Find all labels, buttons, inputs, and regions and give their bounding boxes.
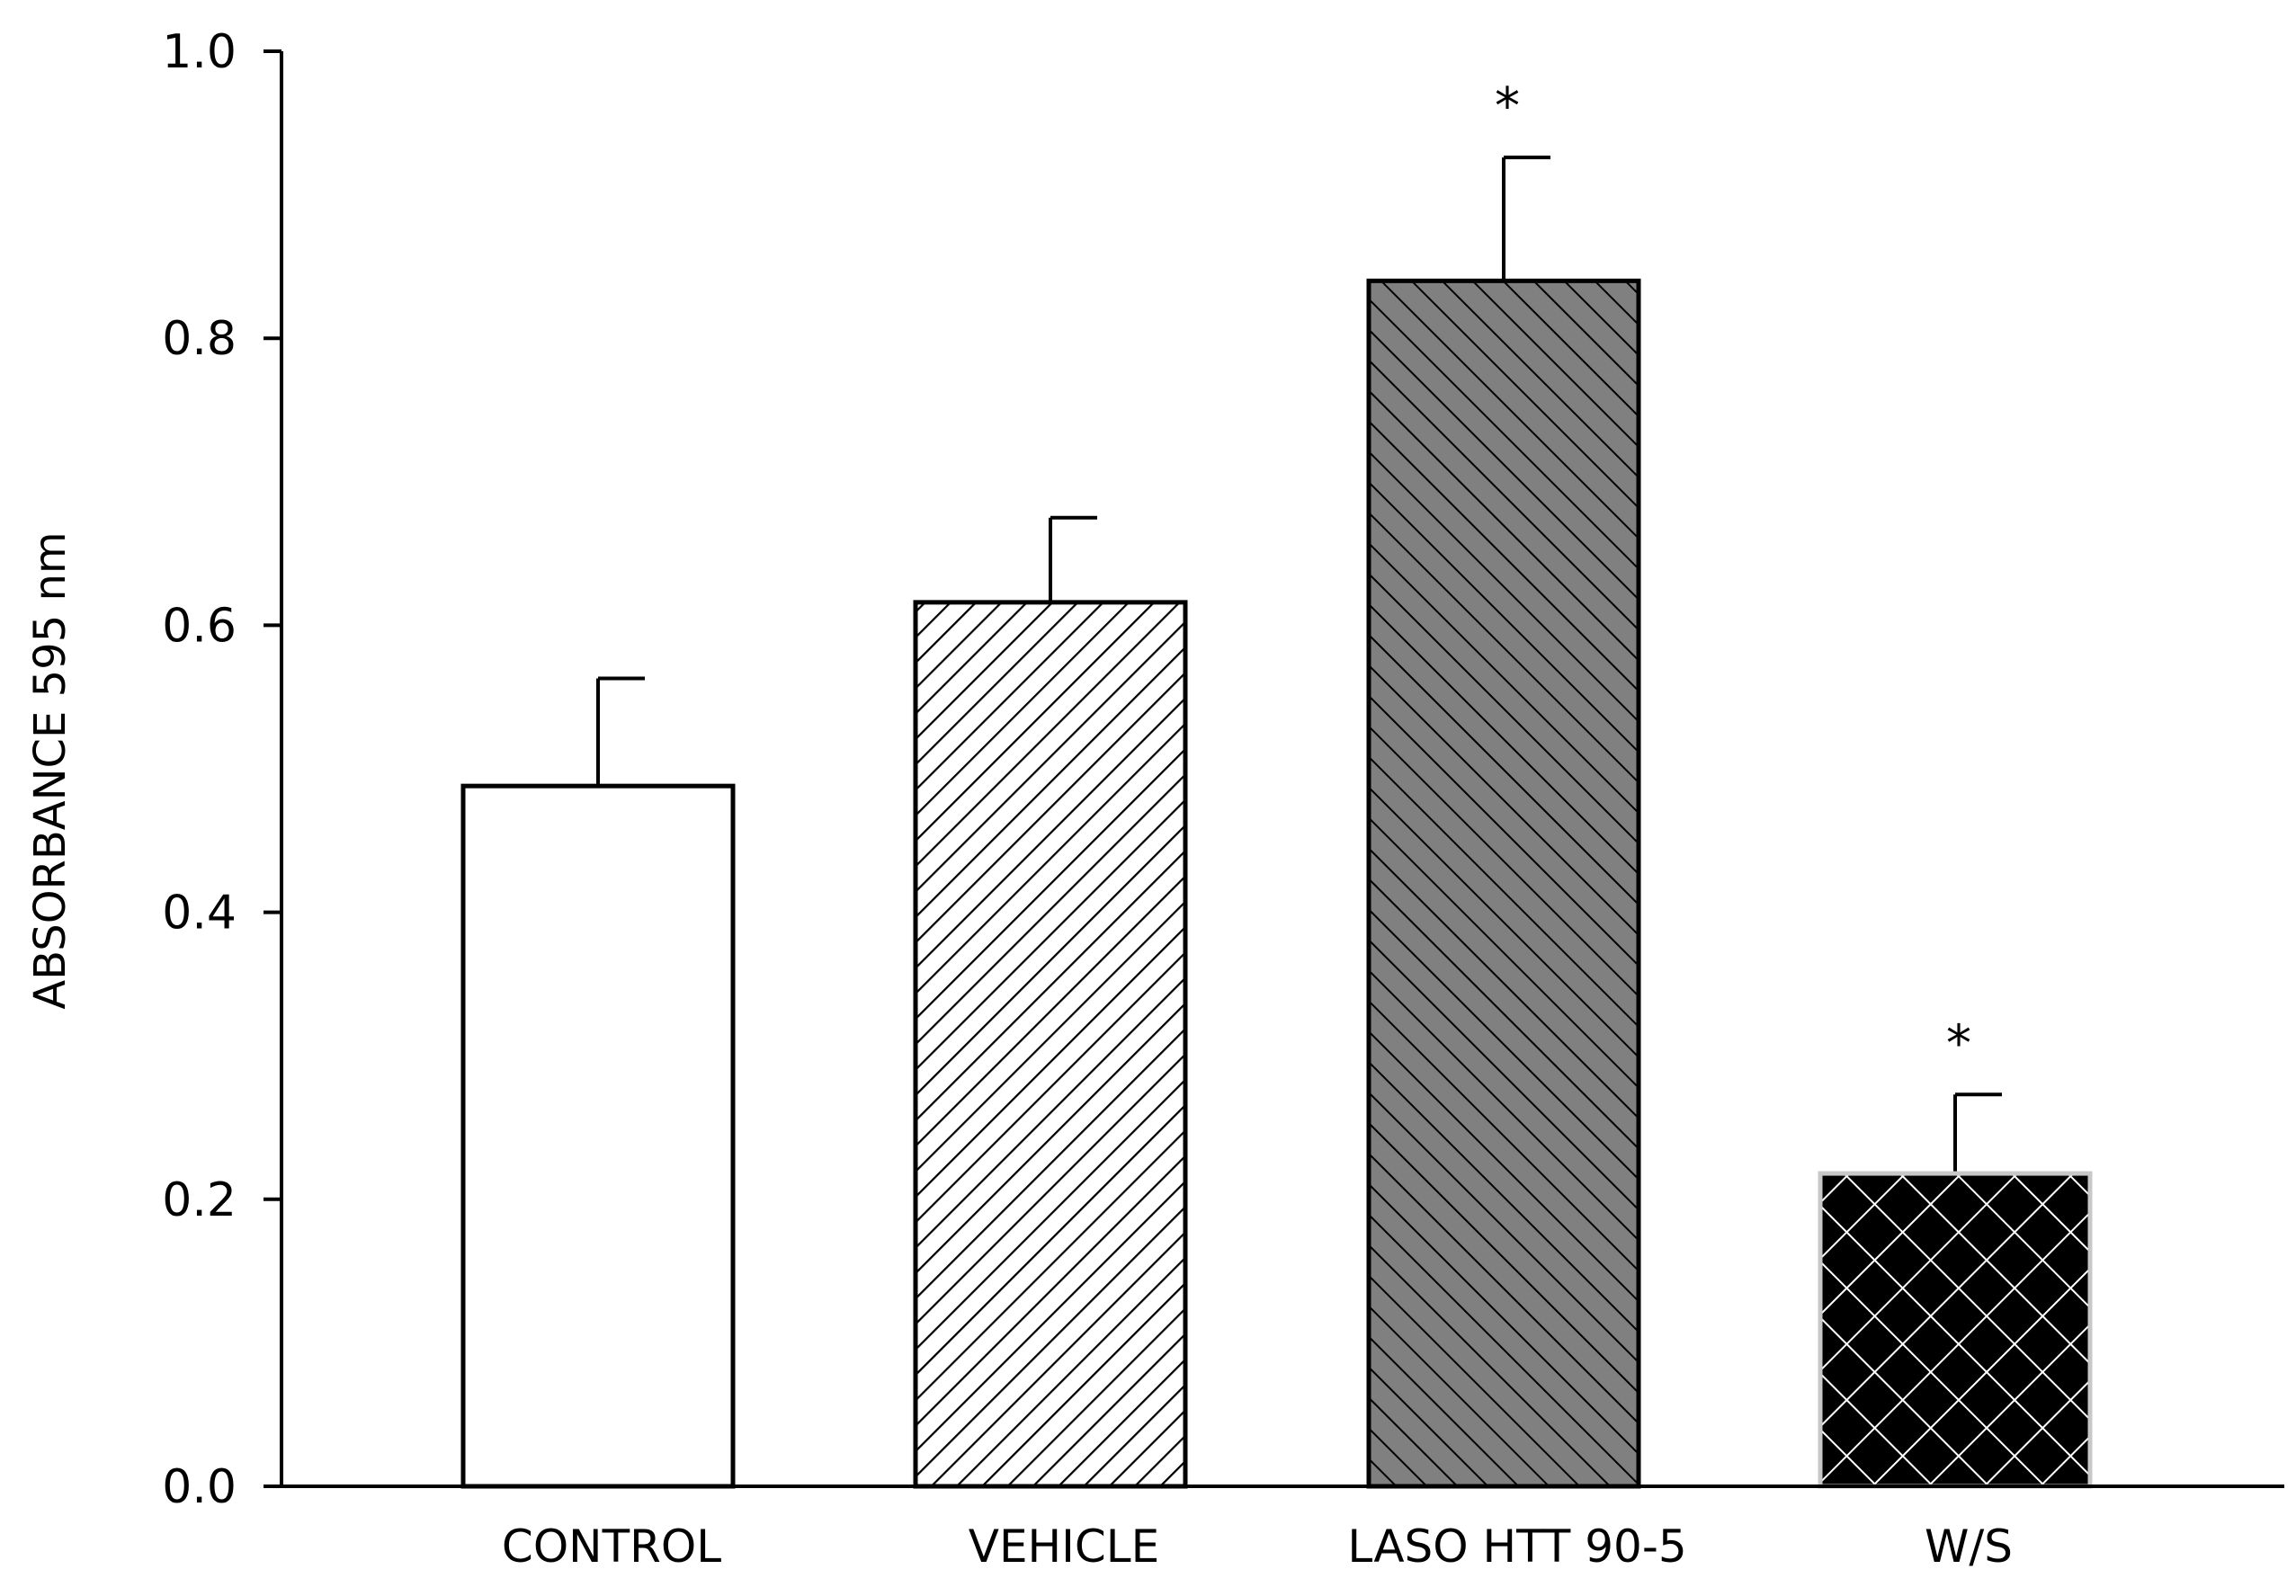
y-axis-ticks: 0.0 0.2 0.4 0.6 0.8 1.0 bbox=[162, 25, 281, 1514]
x-category-label: LASO HTT 90-5 bbox=[1347, 1520, 1686, 1573]
y-tick-label: 1.0 bbox=[162, 25, 237, 79]
y-tick-label: 0.2 bbox=[162, 1173, 237, 1227]
bar-pattern bbox=[916, 602, 1185, 1486]
y-tick-label: 0.8 bbox=[162, 312, 237, 366]
bar-pattern bbox=[1820, 1173, 2090, 1486]
bars-group: ** bbox=[460, 77, 2093, 1489]
significance-marker: * bbox=[1495, 77, 1520, 136]
bar bbox=[463, 786, 733, 1486]
x-category-label: W/S bbox=[1925, 1520, 2013, 1573]
y-tick-label: 0.0 bbox=[162, 1460, 237, 1514]
x-axis-category-labels: CONTROL VEHICLE LASO HTT 90-5 W/S bbox=[502, 1520, 2013, 1573]
y-tick-label: 0.6 bbox=[162, 599, 237, 653]
y-tick-label: 0.4 bbox=[162, 887, 237, 941]
significance-marker: * bbox=[1946, 1014, 1971, 1073]
x-category-label: CONTROL bbox=[502, 1520, 721, 1573]
bar-pattern bbox=[1369, 281, 1639, 1486]
x-category-label: VEHICLE bbox=[969, 1520, 1160, 1573]
y-axis-title: ABSORBANCE 595 nm bbox=[25, 531, 76, 1009]
